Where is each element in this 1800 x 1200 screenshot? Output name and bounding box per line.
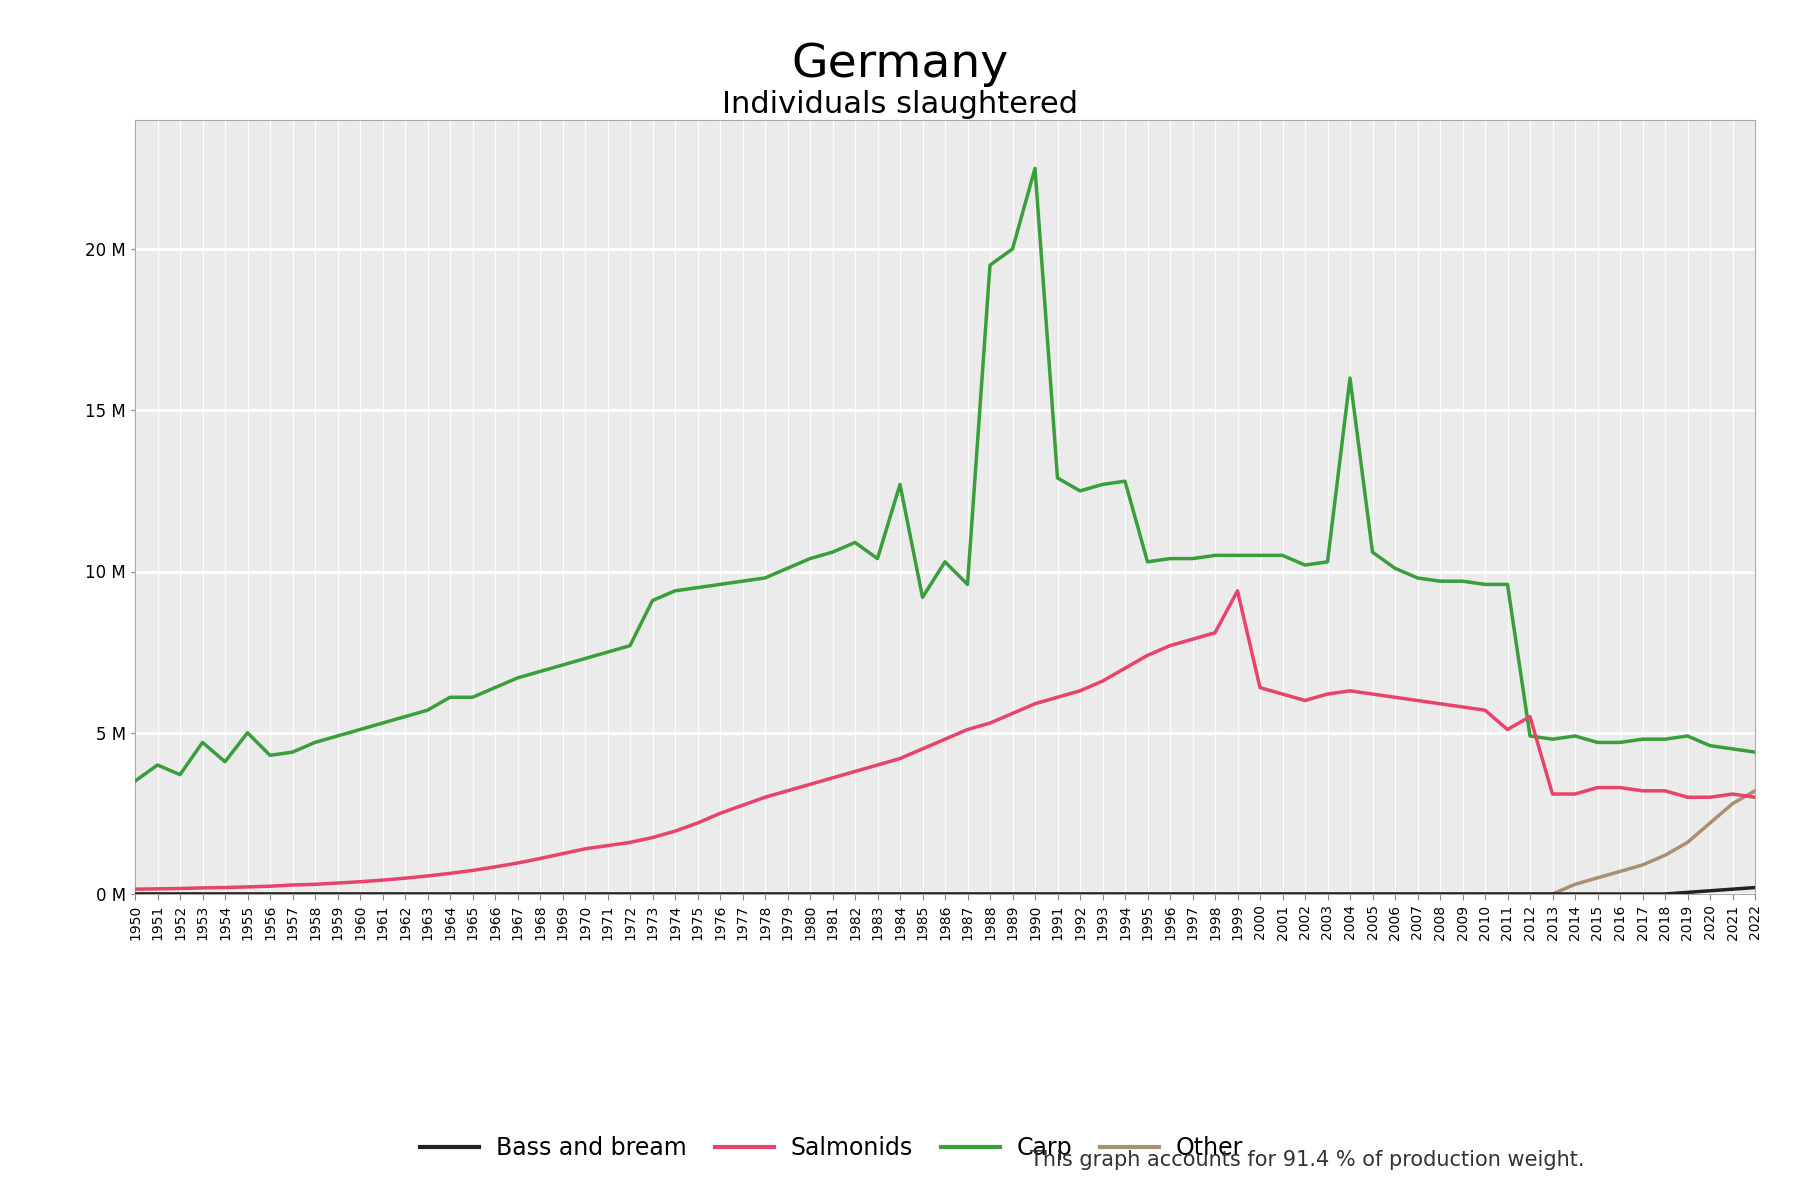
Text: Germany: Germany (792, 42, 1008, 86)
Carp (484, 680, 506, 695)
Bass and bream (934, 887, 956, 901)
Text: Individuals slaughtered: Individuals slaughtered (722, 90, 1078, 119)
Other (484, 887, 506, 901)
Carp (1024, 161, 1046, 175)
Bass and bream (484, 887, 506, 901)
Other (1744, 784, 1766, 798)
Carp (934, 554, 956, 569)
Carp (1744, 745, 1766, 760)
Other (1588, 871, 1609, 886)
Salmonids (1498, 722, 1519, 737)
Salmonids (484, 859, 506, 874)
Other (1519, 887, 1541, 901)
Line: Salmonids: Salmonids (135, 590, 1755, 889)
Other (664, 887, 686, 901)
Bass and bream (1744, 881, 1766, 895)
Bass and bream (664, 887, 686, 901)
Bass and bream (124, 887, 146, 901)
Carp (664, 583, 686, 598)
Text: This graph accounts for 91.4 % of production weight.: This graph accounts for 91.4 % of produc… (1030, 1150, 1584, 1170)
Carp (1541, 732, 1562, 746)
Salmonids (124, 882, 146, 896)
Other (934, 887, 956, 901)
Bass and bream (1519, 887, 1541, 901)
Other (124, 887, 146, 901)
Salmonids (1609, 780, 1631, 794)
Salmonids (664, 824, 686, 839)
Carp (1609, 736, 1631, 750)
Carp (1498, 577, 1519, 592)
Line: Other: Other (135, 791, 1755, 894)
Other (1474, 887, 1496, 901)
Salmonids (1744, 790, 1766, 804)
Bass and bream (1588, 887, 1609, 901)
Carp (124, 774, 146, 788)
Bass and bream (1474, 887, 1496, 901)
Line: Carp: Carp (135, 168, 1755, 781)
Line: Bass and bream: Bass and bream (135, 888, 1755, 894)
Salmonids (1228, 583, 1249, 598)
Legend: Bass and bream, Salmonids, Carp, Other: Bass and bream, Salmonids, Carp, Other (410, 1127, 1253, 1169)
Salmonids (934, 732, 956, 746)
Salmonids (1541, 787, 1562, 802)
